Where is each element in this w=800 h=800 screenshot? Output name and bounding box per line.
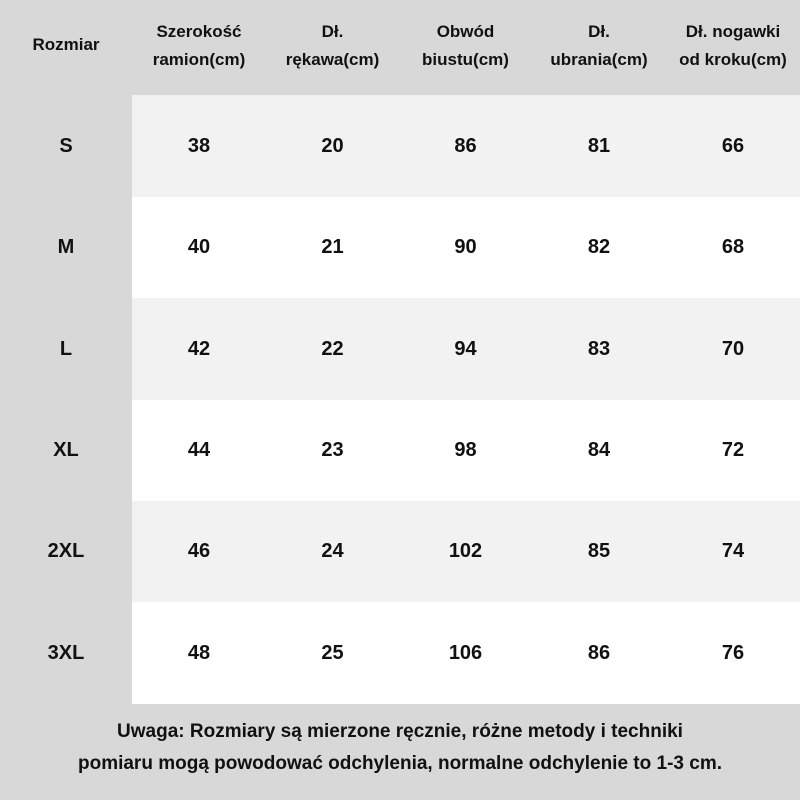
table-cell: 86: [532, 602, 666, 704]
measurement-note: Uwaga: Rozmiary są mierzone ręcznie, róż…: [77, 721, 722, 774]
header-shoulder-width: Szerokość ramion(cm): [152, 21, 246, 69]
row-size-label: L: [59, 337, 73, 360]
table-cell: 72: [666, 400, 800, 501]
table-cell: 102: [399, 501, 532, 602]
header-bust: Obwód biustu(cm): [422, 21, 509, 69]
table-cell: 70: [666, 298, 800, 400]
size-chart-table: Rozmiar Szerokość ramion(cm) Dł. rękawa(…: [32, 21, 800, 704]
row-size-label: 2XL: [47, 540, 85, 562]
table-cell: 21: [266, 197, 399, 298]
table-cell: 20: [266, 95, 399, 197]
table-cell: 46: [132, 501, 266, 602]
table-cell: 84: [532, 400, 666, 501]
table-cell: 40: [132, 197, 266, 298]
header-garment-length: Dł. ubrania(cm): [550, 21, 648, 69]
table-cell: 85: [532, 501, 666, 602]
table-cell: 94: [399, 298, 532, 400]
table-cell: 83: [532, 298, 666, 400]
table-cell: 25: [266, 602, 399, 704]
table-cell: 66: [666, 95, 800, 197]
table-cell: 90: [399, 197, 532, 298]
table-cell: 106: [399, 602, 532, 704]
header-size: Rozmiar: [32, 34, 100, 54]
table-cell: 23: [266, 400, 399, 501]
table-cell: 86: [399, 95, 532, 197]
table-cell: 98: [399, 400, 532, 501]
table-cell: 24: [266, 501, 399, 602]
table-cell: 42: [132, 298, 266, 400]
table-cell: 48: [132, 602, 266, 704]
header-inseam: Dł. nogawki od kroku(cm): [679, 21, 787, 69]
header-sleeve-length: Dł. rękawa(cm): [285, 21, 380, 69]
row-size-label: XL: [53, 439, 79, 461]
table-cell: 74: [666, 501, 800, 602]
table-cell: 82: [532, 197, 666, 298]
row-size-label: 3XL: [47, 641, 85, 664]
table-cell: 81: [532, 95, 666, 197]
row-size-label: S: [59, 134, 73, 157]
table-cell: 38: [132, 95, 266, 197]
table-cell: 68: [666, 197, 800, 298]
table-cell: 44: [132, 400, 266, 501]
row-size-label: M: [57, 236, 75, 258]
table-cell: 76: [666, 602, 800, 704]
table-cell: 22: [266, 298, 399, 400]
